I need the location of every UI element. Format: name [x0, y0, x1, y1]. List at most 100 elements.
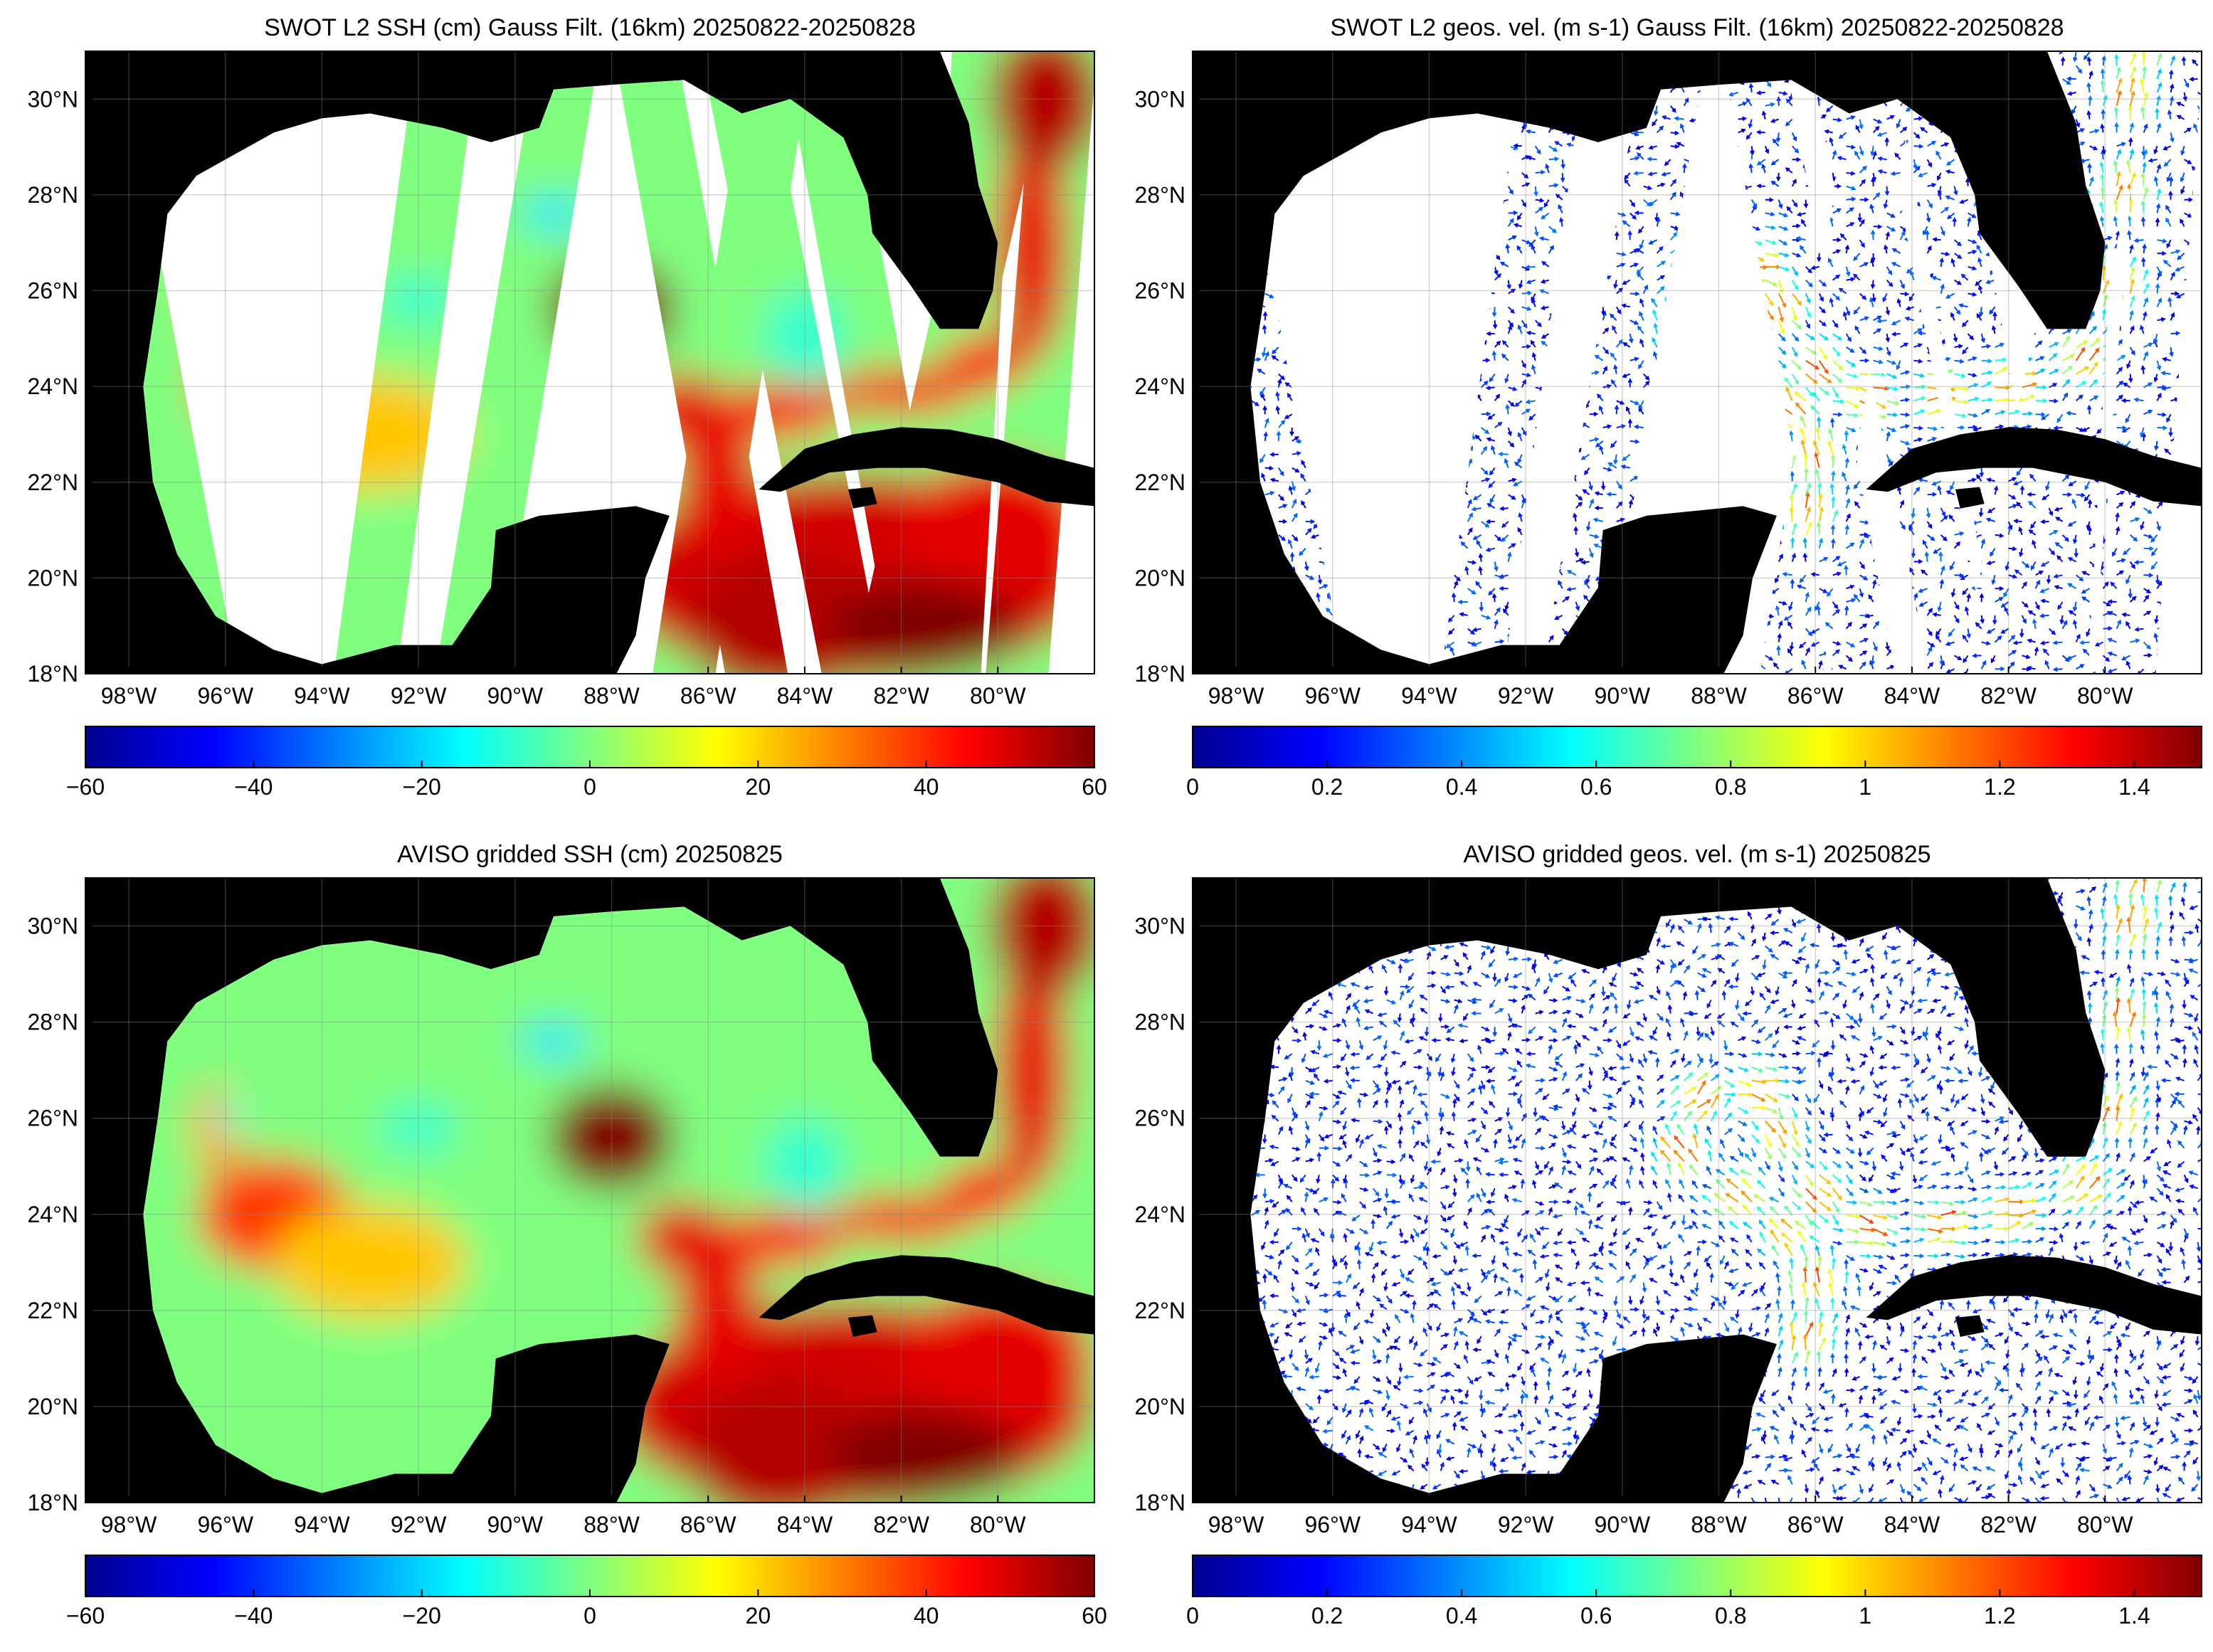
- vector-arrow: [1538, 236, 1549, 241]
- vector-arrow: [1613, 454, 1618, 465]
- vector-arrow: [1899, 280, 1905, 290]
- vector-arrow: [1460, 541, 1469, 549]
- vector-arrow: [1884, 137, 1889, 147]
- vector-arrow: [1832, 237, 1842, 243]
- vector-arrow: [1859, 358, 1870, 364]
- vector-arrow: [1791, 553, 1797, 562]
- vector-arrow: [2016, 501, 2023, 509]
- vector-arrow: [1627, 378, 1633, 388]
- vector-arrow: [2182, 1461, 2187, 1471]
- vector-arrow: [1950, 258, 1955, 268]
- vector-arrow: [1317, 575, 1323, 585]
- vector-arrow: [1778, 346, 1787, 355]
- vector-arrow: [1502, 608, 1509, 616]
- vector-arrow: [2143, 351, 2148, 361]
- vector-arrow: [1981, 344, 1992, 349]
- vector-arrow: [2148, 158, 2157, 163]
- vector-arrow: [1508, 494, 1516, 500]
- vector-arrow: [1610, 352, 1617, 361]
- vector-arrow: [1748, 119, 1753, 129]
- vector-arrow: [1933, 547, 1942, 554]
- vector-arrow: [1284, 413, 1293, 419]
- vector-arrow: [1913, 559, 1923, 564]
- vector-arrow: [1485, 385, 1495, 391]
- vector-arrow: [2062, 492, 2073, 497]
- vector-arrow: [1962, 588, 1969, 595]
- vector-arrow: [2143, 1475, 2149, 1485]
- vector-arrow: [2021, 561, 2030, 568]
- vector-arrow: [1995, 410, 2006, 415]
- vector-arrow: [1785, 98, 1793, 107]
- vector-arrow: [1859, 561, 1865, 570]
- vector-arrow: [1832, 208, 1842, 214]
- vector-arrow: [2129, 346, 2135, 356]
- x-tick-label: 82°W: [1980, 683, 2037, 709]
- colorbar-tick-label: −40: [234, 774, 273, 800]
- vector-arrow: [1945, 641, 1955, 646]
- vector-arrow: [1926, 534, 1935, 541]
- vector-arrow: [1613, 364, 1618, 374]
- vector-arrow: [1630, 319, 1639, 325]
- vector-arrow: [1966, 593, 1971, 603]
- vector-arrow: [1791, 307, 1797, 322]
- vector-arrow: [2176, 102, 2185, 107]
- vector-arrow: [2039, 640, 2049, 646]
- vector-arrow: [1832, 571, 1842, 576]
- x-tick-label: 86°W: [680, 1512, 736, 1537]
- vector-arrow: [1526, 279, 1536, 285]
- vector-arrow: [1628, 499, 1634, 509]
- vector-arrow: [1791, 145, 1800, 154]
- vector-arrow: [2088, 338, 2101, 348]
- vector-arrow: [1913, 144, 1924, 149]
- vector-arrow: [1995, 533, 2005, 539]
- vector-arrow: [1630, 156, 1640, 161]
- vector-arrow: [1810, 572, 1819, 577]
- vector-arrow: [1859, 145, 1864, 157]
- vector-arrow: [1968, 356, 1977, 361]
- vector-arrow: [1859, 197, 1869, 202]
- vector-arrow: [2169, 346, 2174, 357]
- vector-arrow: [1467, 588, 1477, 595]
- vector-arrow: [1521, 360, 1526, 369]
- colorbar-tick-label: 40: [914, 774, 939, 800]
- vector-arrow: [2075, 394, 2083, 402]
- vector-arrow: [1981, 1495, 1991, 1500]
- vector-arrow: [1962, 634, 1969, 643]
- vector-arrow: [1262, 311, 1268, 321]
- y-tick-label: 22°N: [1135, 470, 1186, 495]
- vector-arrow: [1891, 248, 1901, 254]
- vector-arrow: [1954, 1497, 1963, 1503]
- vector-arrow: [2079, 1467, 2090, 1473]
- vector-arrow: [2103, 601, 2111, 606]
- vector-arrow: [1656, 125, 1664, 134]
- vector-arrow: [1574, 548, 1580, 558]
- vector-arrow: [1594, 505, 1603, 511]
- y-tick-label: 22°N: [28, 1298, 79, 1323]
- vector-arrow: [1913, 359, 1923, 364]
- vector-arrow: [1805, 346, 1817, 355]
- vector-arrow: [1616, 400, 1625, 405]
- map-panel: SWOT L2 SSH (cm) Gauss Filt. (16km) 2025…: [28, 14, 1107, 800]
- vector-arrow: [2039, 588, 2049, 593]
- vector-arrow: [2140, 427, 2145, 438]
- vector-arrow: [1750, 199, 1758, 208]
- vector-arrow: [1791, 132, 1797, 142]
- vector-arrow: [1976, 244, 1982, 254]
- vector-arrow: [1264, 491, 1275, 496]
- vector-arrow: [1813, 1462, 1820, 1471]
- vector-arrow: [2081, 596, 2091, 603]
- vector-arrow: [1548, 1454, 1559, 1460]
- map-area: [1193, 51, 2202, 674]
- vector-arrow: [2143, 268, 2149, 281]
- vector-arrow: [2143, 297, 2149, 307]
- vector-arrow: [2075, 119, 2081, 128]
- vector-arrow: [1440, 1461, 1444, 1471]
- vector-arrow: [2021, 601, 2029, 608]
- vector-arrow: [1657, 260, 1667, 268]
- vector-arrow: [1838, 132, 1847, 139]
- vector-arrow: [2133, 238, 2144, 243]
- vector-arrow: [1827, 440, 1834, 455]
- vector-arrow: [1926, 628, 1933, 637]
- vector-arrow: [1909, 270, 1915, 281]
- vector-arrow: [1778, 265, 1790, 272]
